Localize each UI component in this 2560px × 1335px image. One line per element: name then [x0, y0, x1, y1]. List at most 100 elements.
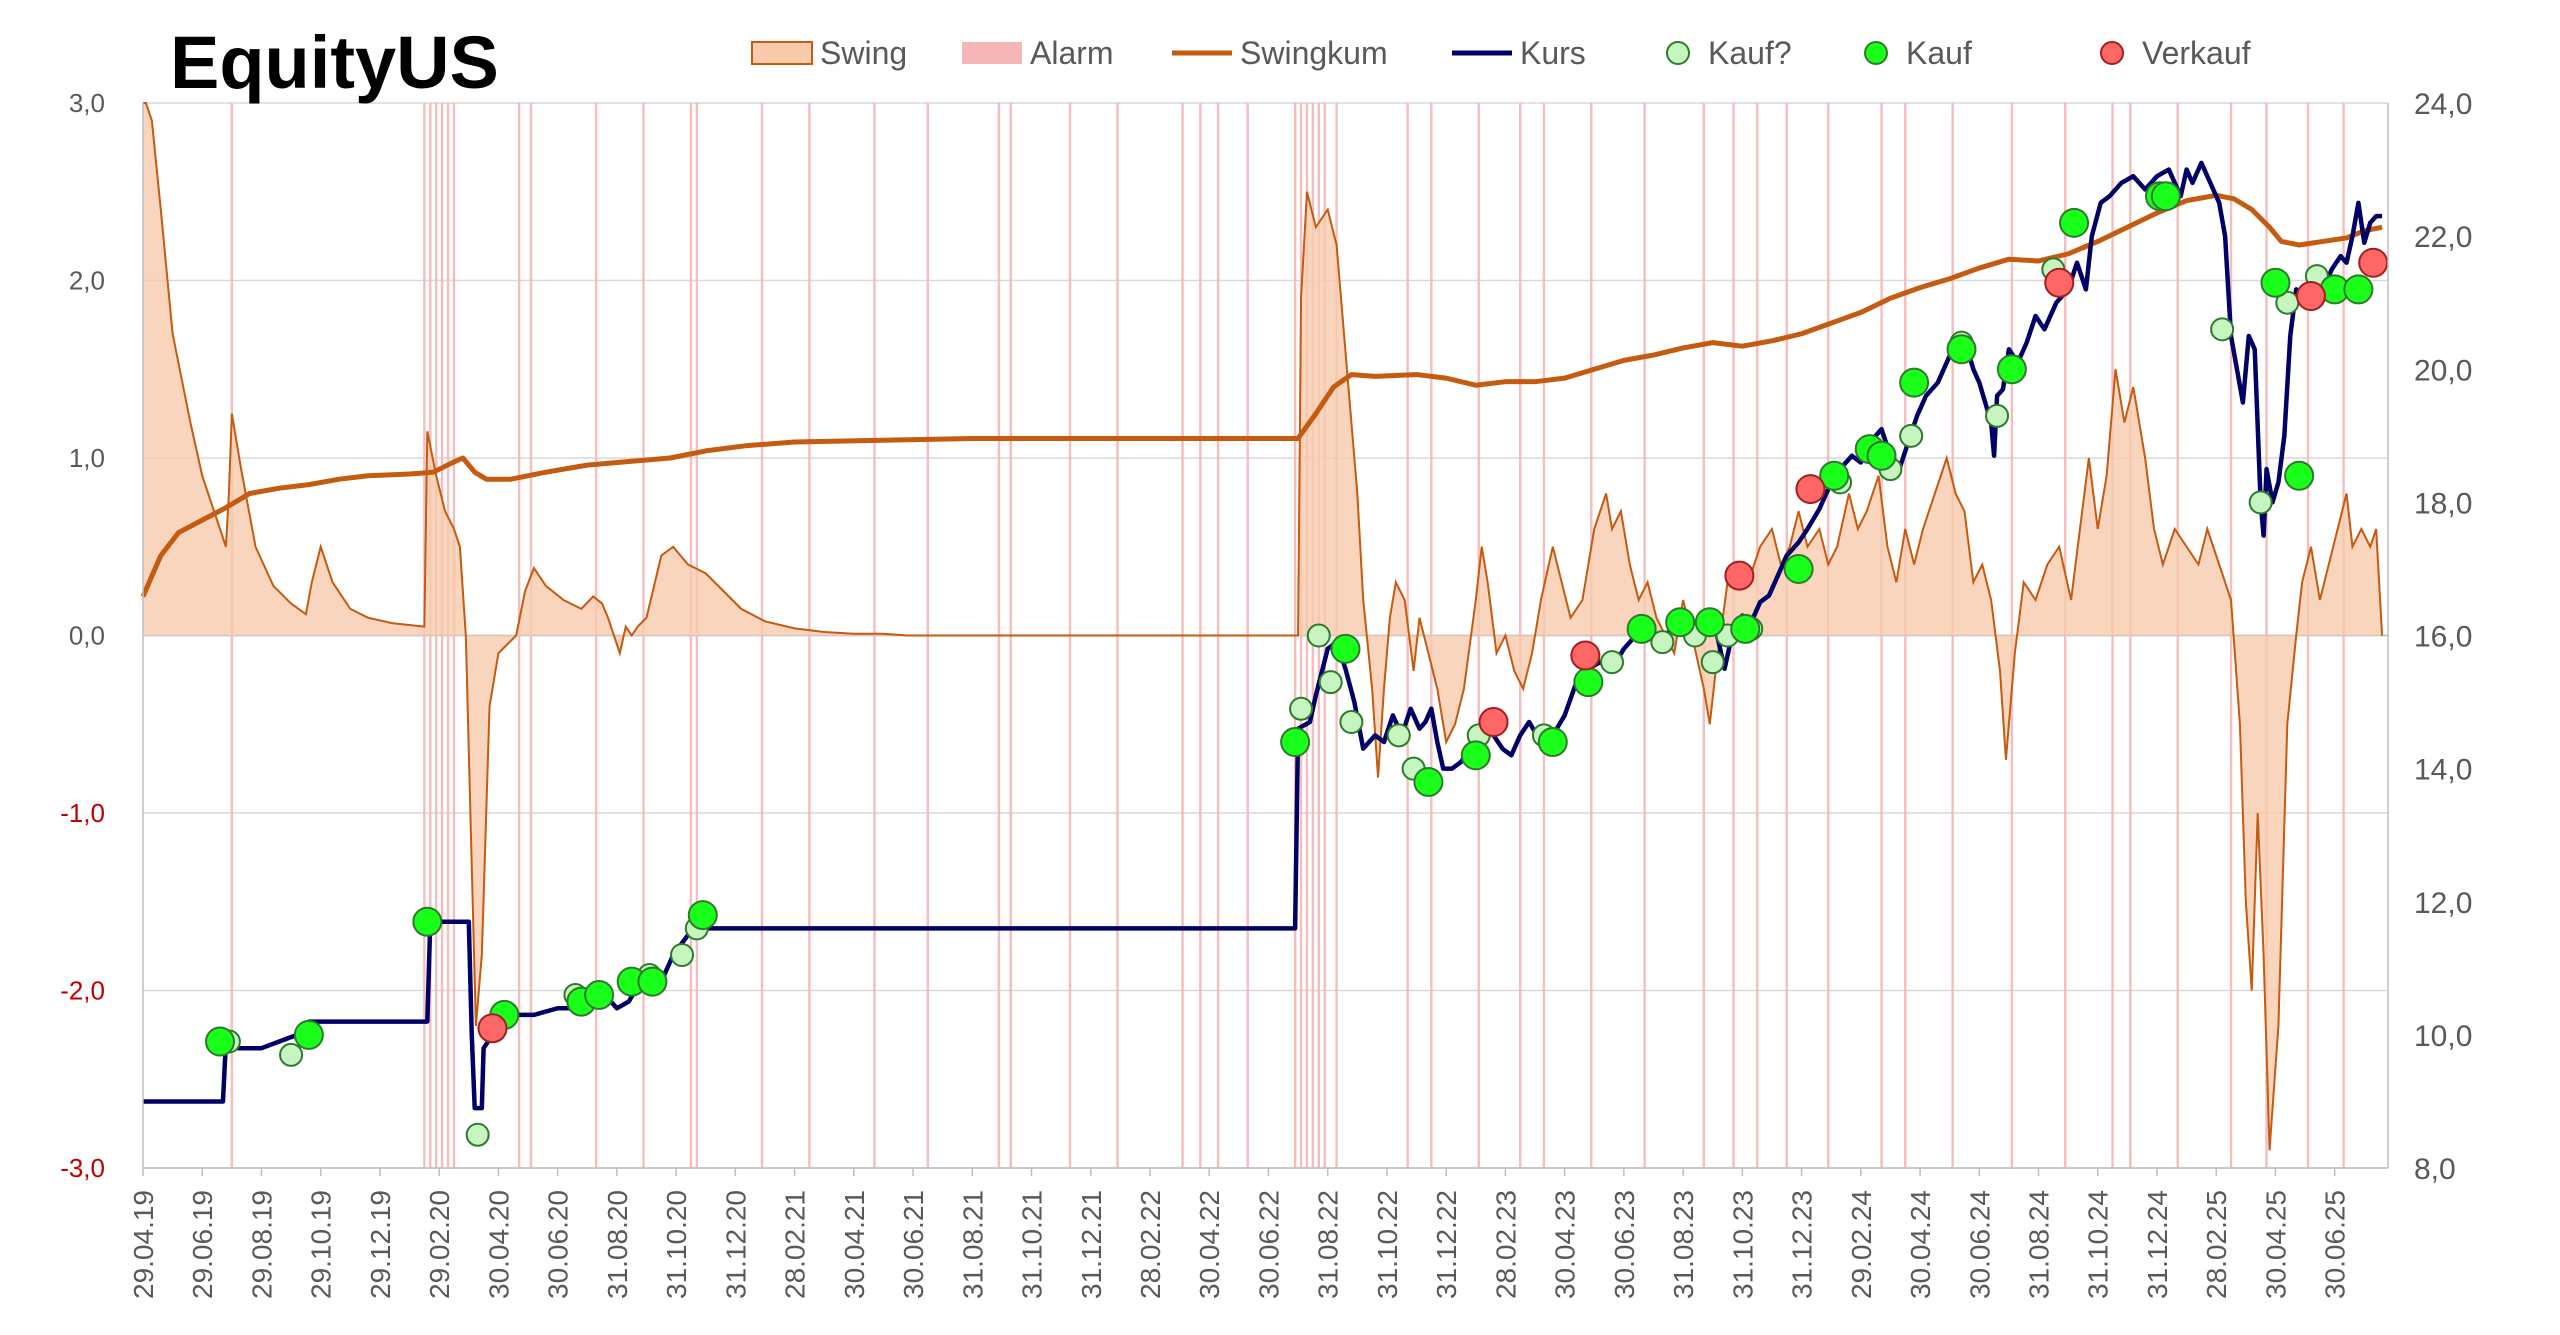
kauf-marker — [1819, 460, 1850, 491]
kauf-question-marker — [2210, 317, 2235, 342]
x-axis-tick-label: 31.08.24 — [2024, 1190, 2055, 1299]
right-axis-tick-label: 20,0 — [2414, 354, 2472, 387]
kauf-question-marker — [670, 943, 695, 967]
kauf-question-marker — [2248, 490, 2273, 515]
x-axis-tick-label: 29.02.24 — [1846, 1190, 1877, 1299]
x-axis-tick-label: 31.12.24 — [2142, 1190, 2173, 1299]
kauf-question-marker — [1600, 650, 1625, 675]
chart-title: EquityUS — [170, 21, 499, 104]
legend-label-kauf: Kauf — [1906, 35, 1972, 71]
x-axis-tick-label: 30.06.22 — [1253, 1190, 1284, 1299]
right-axis-tick-label: 10,0 — [2414, 1020, 2472, 1053]
x-axis-tick-label: 29.10.19 — [306, 1190, 337, 1299]
right-axis-tick-label: 16,0 — [2414, 621, 2472, 654]
x-axis-tick-label: 31.10.21 — [1017, 1190, 1048, 1299]
x-axis-tick-label: 30.04.24 — [1905, 1190, 1936, 1299]
legend-kauf-swatch — [1864, 41, 1888, 65]
x-axis-tick-label: 29.06.19 — [187, 1190, 218, 1299]
x-axis-tick-label: 30.06.20 — [543, 1190, 574, 1299]
kauf-question-marker — [1985, 403, 2010, 428]
swingkum-line — [140, 192, 2383, 598]
legend-kauf-question-swatch — [1666, 41, 1690, 65]
x-axis-tick-label: 30.06.23 — [1609, 1190, 1640, 1299]
kauf-marker — [2150, 181, 2181, 212]
kauf-marker — [2343, 274, 2374, 305]
kauf-question-marker — [1289, 696, 1314, 721]
swing-area — [143, 102, 2384, 1151]
right-axis-tick-label: 18,0 — [2414, 487, 2472, 520]
verkauf-marker — [1570, 640, 1601, 671]
kauf-marker — [1626, 613, 1657, 644]
x-axis-tick-label: 30.04.25 — [2260, 1190, 2291, 1299]
legend-label-swing: Swing — [820, 35, 907, 71]
legend-verkauf-swatch — [2100, 41, 2124, 65]
swing-area-fill — [143, 103, 2383, 1151]
kauf-marker — [1783, 553, 1814, 584]
kauf-marker — [1946, 334, 1977, 365]
right-axis-tick-label: 12,0 — [2414, 887, 2472, 920]
x-axis-tick-label: 31.12.23 — [1787, 1190, 1818, 1299]
kauf-marker — [1899, 367, 1930, 398]
verkauf-marker — [1724, 560, 1755, 591]
kauf-marker — [1996, 354, 2027, 385]
x-axis-tick-label: 30.04.23 — [1550, 1190, 1581, 1299]
kauf-marker — [637, 966, 668, 997]
legend-label-alarm: Alarm — [1030, 35, 1114, 71]
x-axis-tick-label: 30.06.25 — [2320, 1190, 2351, 1299]
legend-label-swingkum: Swingkum — [1240, 35, 1388, 71]
legend-swing-swatch — [751, 41, 813, 65]
kauf-marker — [1330, 633, 1361, 664]
kauf-question-marker — [1339, 710, 1364, 735]
legend: Swing Alarm Swingkum Kurs Kauf? Kauf Verkauf — [751, 35, 2251, 71]
verkauf-marker — [2358, 247, 2389, 278]
left-axis-tick-label: 2,0 — [69, 266, 105, 296]
x-axis-tick-label: 31.08.21 — [957, 1190, 988, 1299]
x-axis-tick-label: 30.04.20 — [483, 1190, 514, 1299]
left-axis-tick-label: 1,0 — [69, 443, 105, 473]
signal-markers — [205, 181, 2389, 1147]
kauf-marker — [1866, 440, 1897, 471]
swing-series-line — [143, 102, 2384, 1151]
kauf-marker — [1460, 740, 1491, 771]
x-axis-tick-label: 29.12.19 — [365, 1190, 396, 1299]
verkauf-marker — [1795, 474, 1826, 505]
x-axis-tick-label: 28.02.21 — [780, 1190, 811, 1299]
kauf-question-marker — [279, 1042, 304, 1067]
x-axis-tick-label: 31.08.23 — [1668, 1190, 1699, 1299]
kauf-marker — [1665, 607, 1696, 638]
right-axis-tick-label: 8,0 — [2414, 1153, 2456, 1186]
kauf-marker — [412, 906, 443, 937]
axes: 3,0 2,0 1,0 0,0 -1,0 -2,0 -3,0 24,0 22,0 20,0 18,0… — [60, 88, 2472, 1299]
x-axis-tick-label: 30.04.22 — [1194, 1190, 1225, 1299]
verkauf-marker — [1478, 707, 1509, 738]
x-axis-tick-label: 31.08.20 — [602, 1190, 633, 1299]
right-axis-tick-label: 22,0 — [2414, 221, 2472, 254]
verkauf-marker — [477, 1013, 508, 1044]
legend-label-kurs: Kurs — [1520, 35, 1586, 71]
x-axis-tick-label: 31.12.20 — [720, 1190, 751, 1299]
x-axis-tick-label: 31.12.21 — [1076, 1190, 1107, 1299]
x-axis-tick-label: 31.10.23 — [1727, 1190, 1758, 1299]
kauf-marker — [2260, 267, 2291, 298]
x-axis-tick-label: 31.10.24 — [2083, 1190, 2114, 1299]
x-axis-tick-label: 28.02.22 — [1135, 1190, 1166, 1299]
kauf-question-marker — [1899, 423, 1924, 448]
kauf-marker — [2284, 460, 2315, 491]
kauf-question-marker — [1386, 723, 1411, 748]
kauf-marker — [293, 1019, 324, 1050]
x-axis-tick-label: 28.02.25 — [2201, 1190, 2232, 1299]
left-axis-tick-label: 3,0 — [69, 88, 105, 118]
legend-label-kauf-q: Kauf? — [1708, 35, 1792, 71]
legend-alarm-swatch — [962, 42, 1022, 64]
x-axis-tick-label: 30.06.24 — [1964, 1190, 1995, 1299]
left-axis-tick-label: -2,0 — [60, 976, 105, 1006]
verkauf-marker — [2295, 281, 2326, 312]
x-axis-tick-label: 31.10.20 — [661, 1190, 692, 1299]
kauf-marker — [687, 900, 718, 931]
kauf-question-marker — [1650, 630, 1675, 655]
legend-label-verkauf: Verkauf — [2142, 35, 2251, 71]
kauf-marker — [205, 1026, 236, 1057]
x-axis-tick-label: 29.04.19 — [128, 1190, 159, 1299]
kauf-question-marker — [1318, 670, 1343, 695]
kauf-marker — [1413, 766, 1444, 797]
